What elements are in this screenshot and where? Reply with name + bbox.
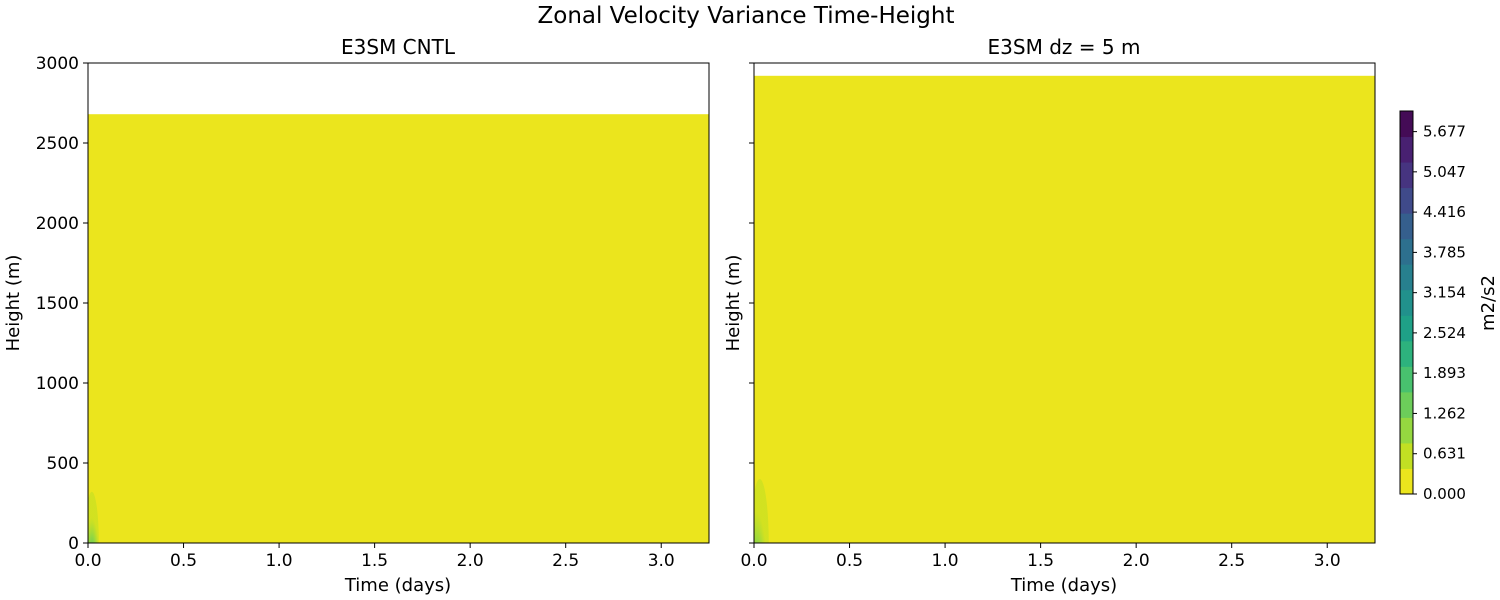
x-tick-label: 3.0 bbox=[1314, 551, 1341, 571]
x-tick-label: 1.0 bbox=[932, 551, 959, 571]
colorbar-tick-label: 2.524 bbox=[1423, 324, 1466, 342]
x-tick-label: 1.5 bbox=[361, 551, 388, 571]
panel-right-y-axis bbox=[749, 62, 754, 544]
colorbar-band bbox=[1400, 111, 1413, 138]
colorbar-band bbox=[1400, 366, 1413, 393]
colorbar-tick-label: 0.631 bbox=[1423, 445, 1466, 463]
colorbar-band bbox=[1400, 136, 1413, 163]
x-tick-label: 0.0 bbox=[74, 551, 101, 571]
colorbar-tick-label: 5.047 bbox=[1423, 163, 1466, 181]
y-tick-label: 0 bbox=[68, 534, 79, 554]
colorbar-ticks: 0.000 0.631 1.262 1.893 2.524 3.154 3.785 4.416… bbox=[1413, 123, 1466, 503]
x-tick-label: 2.0 bbox=[457, 551, 484, 571]
colorbar-tick-label: 5.677 bbox=[1423, 123, 1466, 141]
y-tick-label: 3000 bbox=[36, 54, 79, 74]
y-tick-label: 1000 bbox=[36, 374, 79, 394]
panel-right-field bbox=[754, 75, 1375, 544]
colorbar-band bbox=[1400, 238, 1413, 265]
colorbar-frame bbox=[1399, 110, 1414, 495]
x-tick-label: 3.0 bbox=[648, 551, 675, 571]
colorbar-band bbox=[1400, 442, 1413, 469]
panel-right-title: E3SM dz = 5 m bbox=[988, 35, 1141, 59]
colorbar-tick-label: 1.893 bbox=[1423, 364, 1466, 382]
panel-left: E3SM CNTL 0.0 0.5 1.0 1.5 2.0 2.5 3.0 0 500 1000… bbox=[3, 35, 710, 596]
colorbar-band bbox=[1400, 213, 1413, 240]
colorbar-tick-label: 3.785 bbox=[1423, 243, 1466, 261]
colorbar-tick-label: 0.000 bbox=[1423, 485, 1466, 503]
colorbar-tick-label: 4.416 bbox=[1423, 203, 1466, 221]
colorbar-label: m2/s2 bbox=[1478, 275, 1499, 331]
panel-left-field bbox=[88, 114, 709, 543]
y-tick-label: 2000 bbox=[36, 214, 79, 234]
colorbar-band bbox=[1400, 468, 1413, 495]
y-tick-label: 2500 bbox=[36, 134, 79, 154]
panel-left-ylabel: Height (m) bbox=[3, 255, 24, 352]
x-tick-label: 2.0 bbox=[1123, 551, 1150, 571]
panel-right-x-axis: 0.0 0.5 1.0 1.5 2.0 2.5 3.0 bbox=[740, 543, 1341, 571]
panel-left-title: E3SM CNTL bbox=[341, 35, 456, 59]
x-tick-label: 0.0 bbox=[740, 551, 767, 571]
colorbar-tick-label: 1.262 bbox=[1423, 404, 1466, 422]
panel-left-y-axis: 0 500 1000 1500 2000 2500 3000 bbox=[36, 54, 88, 554]
y-tick-label: 500 bbox=[47, 454, 79, 474]
panel-left-xlabel: Time (days) bbox=[344, 575, 451, 596]
panel-right-ylabel: Height (m) bbox=[723, 255, 744, 352]
colorbar-band bbox=[1400, 162, 1413, 189]
figure-title: Zonal Velocity Variance Time-Height bbox=[537, 3, 954, 29]
x-tick-label: 1.5 bbox=[1027, 551, 1054, 571]
colorbar-bands bbox=[1400, 111, 1413, 495]
panel-left-x-axis: 0.0 0.5 1.0 1.5 2.0 2.5 3.0 bbox=[74, 543, 675, 571]
colorbar: 0.000 0.631 1.262 1.893 2.524 3.154 3.785 4.416… bbox=[1399, 110, 1499, 503]
panel-right: E3SM dz = 5 m 0.0 0.5 1.0 1.5 2.0 2.5 3.0 Time… bbox=[723, 35, 1376, 596]
colorbar-band bbox=[1400, 264, 1413, 291]
colorbar-band bbox=[1400, 187, 1413, 214]
colorbar-band bbox=[1400, 391, 1413, 418]
colorbar-tick-label: 3.154 bbox=[1423, 284, 1466, 302]
colorbar-band bbox=[1400, 340, 1413, 367]
colorbar-band bbox=[1400, 289, 1413, 316]
x-tick-label: 2.5 bbox=[552, 551, 579, 571]
panel-right-feature-blob bbox=[754, 479, 769, 543]
x-tick-label: 2.5 bbox=[1218, 551, 1245, 571]
panel-right-xlabel: Time (days) bbox=[1010, 575, 1117, 596]
x-tick-label: 0.5 bbox=[836, 551, 863, 571]
y-tick-label: 1500 bbox=[36, 294, 79, 314]
colorbar-band bbox=[1400, 315, 1413, 342]
panel-left-feature-blob bbox=[88, 491, 99, 543]
x-tick-label: 1.0 bbox=[266, 551, 293, 571]
x-tick-label: 0.5 bbox=[170, 551, 197, 571]
colorbar-band bbox=[1400, 417, 1413, 444]
